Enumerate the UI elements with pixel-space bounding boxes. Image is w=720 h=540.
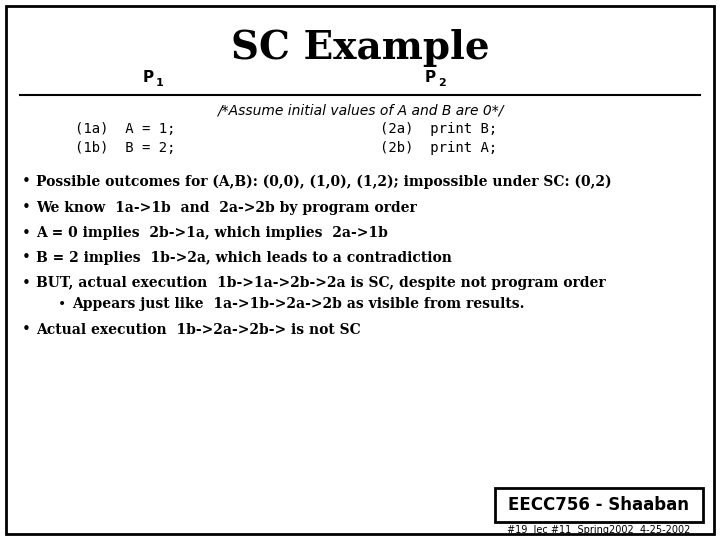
Text: /*Assume initial values of A and B are 0*/: /*Assume initial values of A and B are 0…: [217, 103, 503, 117]
Text: 2: 2: [438, 78, 446, 88]
Text: A = 0 implies  2b->1a, which implies  2a->1b: A = 0 implies 2b->1a, which implies 2a->…: [36, 226, 388, 240]
Text: •: •: [22, 251, 31, 266]
Text: (2b)  print A;: (2b) print A;: [380, 141, 498, 155]
Text: P: P: [143, 70, 153, 85]
Text: •: •: [22, 200, 31, 215]
Text: •: •: [58, 297, 66, 311]
Text: Appears just like  1a->1b->2a->2b as visible from results.: Appears just like 1a->1b->2a->2b as visi…: [72, 297, 524, 311]
Text: B = 2 implies  1b->2a, which leads to a contradiction: B = 2 implies 1b->2a, which leads to a c…: [36, 251, 452, 265]
Text: P: P: [424, 70, 436, 85]
Text: 1: 1: [156, 78, 163, 88]
Text: BUT, actual execution  1b->1a->2b->2a is SC, despite not program order: BUT, actual execution 1b->1a->2b->2a is …: [36, 276, 606, 290]
Text: EECC756 - Shaaban: EECC756 - Shaaban: [508, 496, 690, 514]
Text: (1b)  B = 2;: (1b) B = 2;: [75, 141, 176, 155]
Text: We know  1a->1b  and  2a->2b by program order: We know 1a->1b and 2a->2b by program ord…: [36, 201, 417, 215]
Text: •: •: [22, 226, 31, 240]
Text: Actual execution  1b->2a->2b-> is not SC: Actual execution 1b->2a->2b-> is not SC: [36, 323, 361, 337]
Text: •: •: [22, 174, 31, 190]
Text: #19  lec #11  Spring2002  4-25-2002: #19 lec #11 Spring2002 4-25-2002: [508, 525, 690, 535]
Text: Possible outcomes for (A,B): (0,0), (1,0), (1,2); impossible under SC: (0,2): Possible outcomes for (A,B): (0,0), (1,0…: [36, 175, 611, 189]
Text: SC Example: SC Example: [230, 29, 490, 67]
Text: •: •: [22, 275, 31, 291]
Text: (1a)  A = 1;: (1a) A = 1;: [75, 122, 176, 136]
Text: •: •: [22, 322, 31, 338]
Text: (2a)  print B;: (2a) print B;: [380, 122, 498, 136]
Bar: [495, 488, 703, 522]
